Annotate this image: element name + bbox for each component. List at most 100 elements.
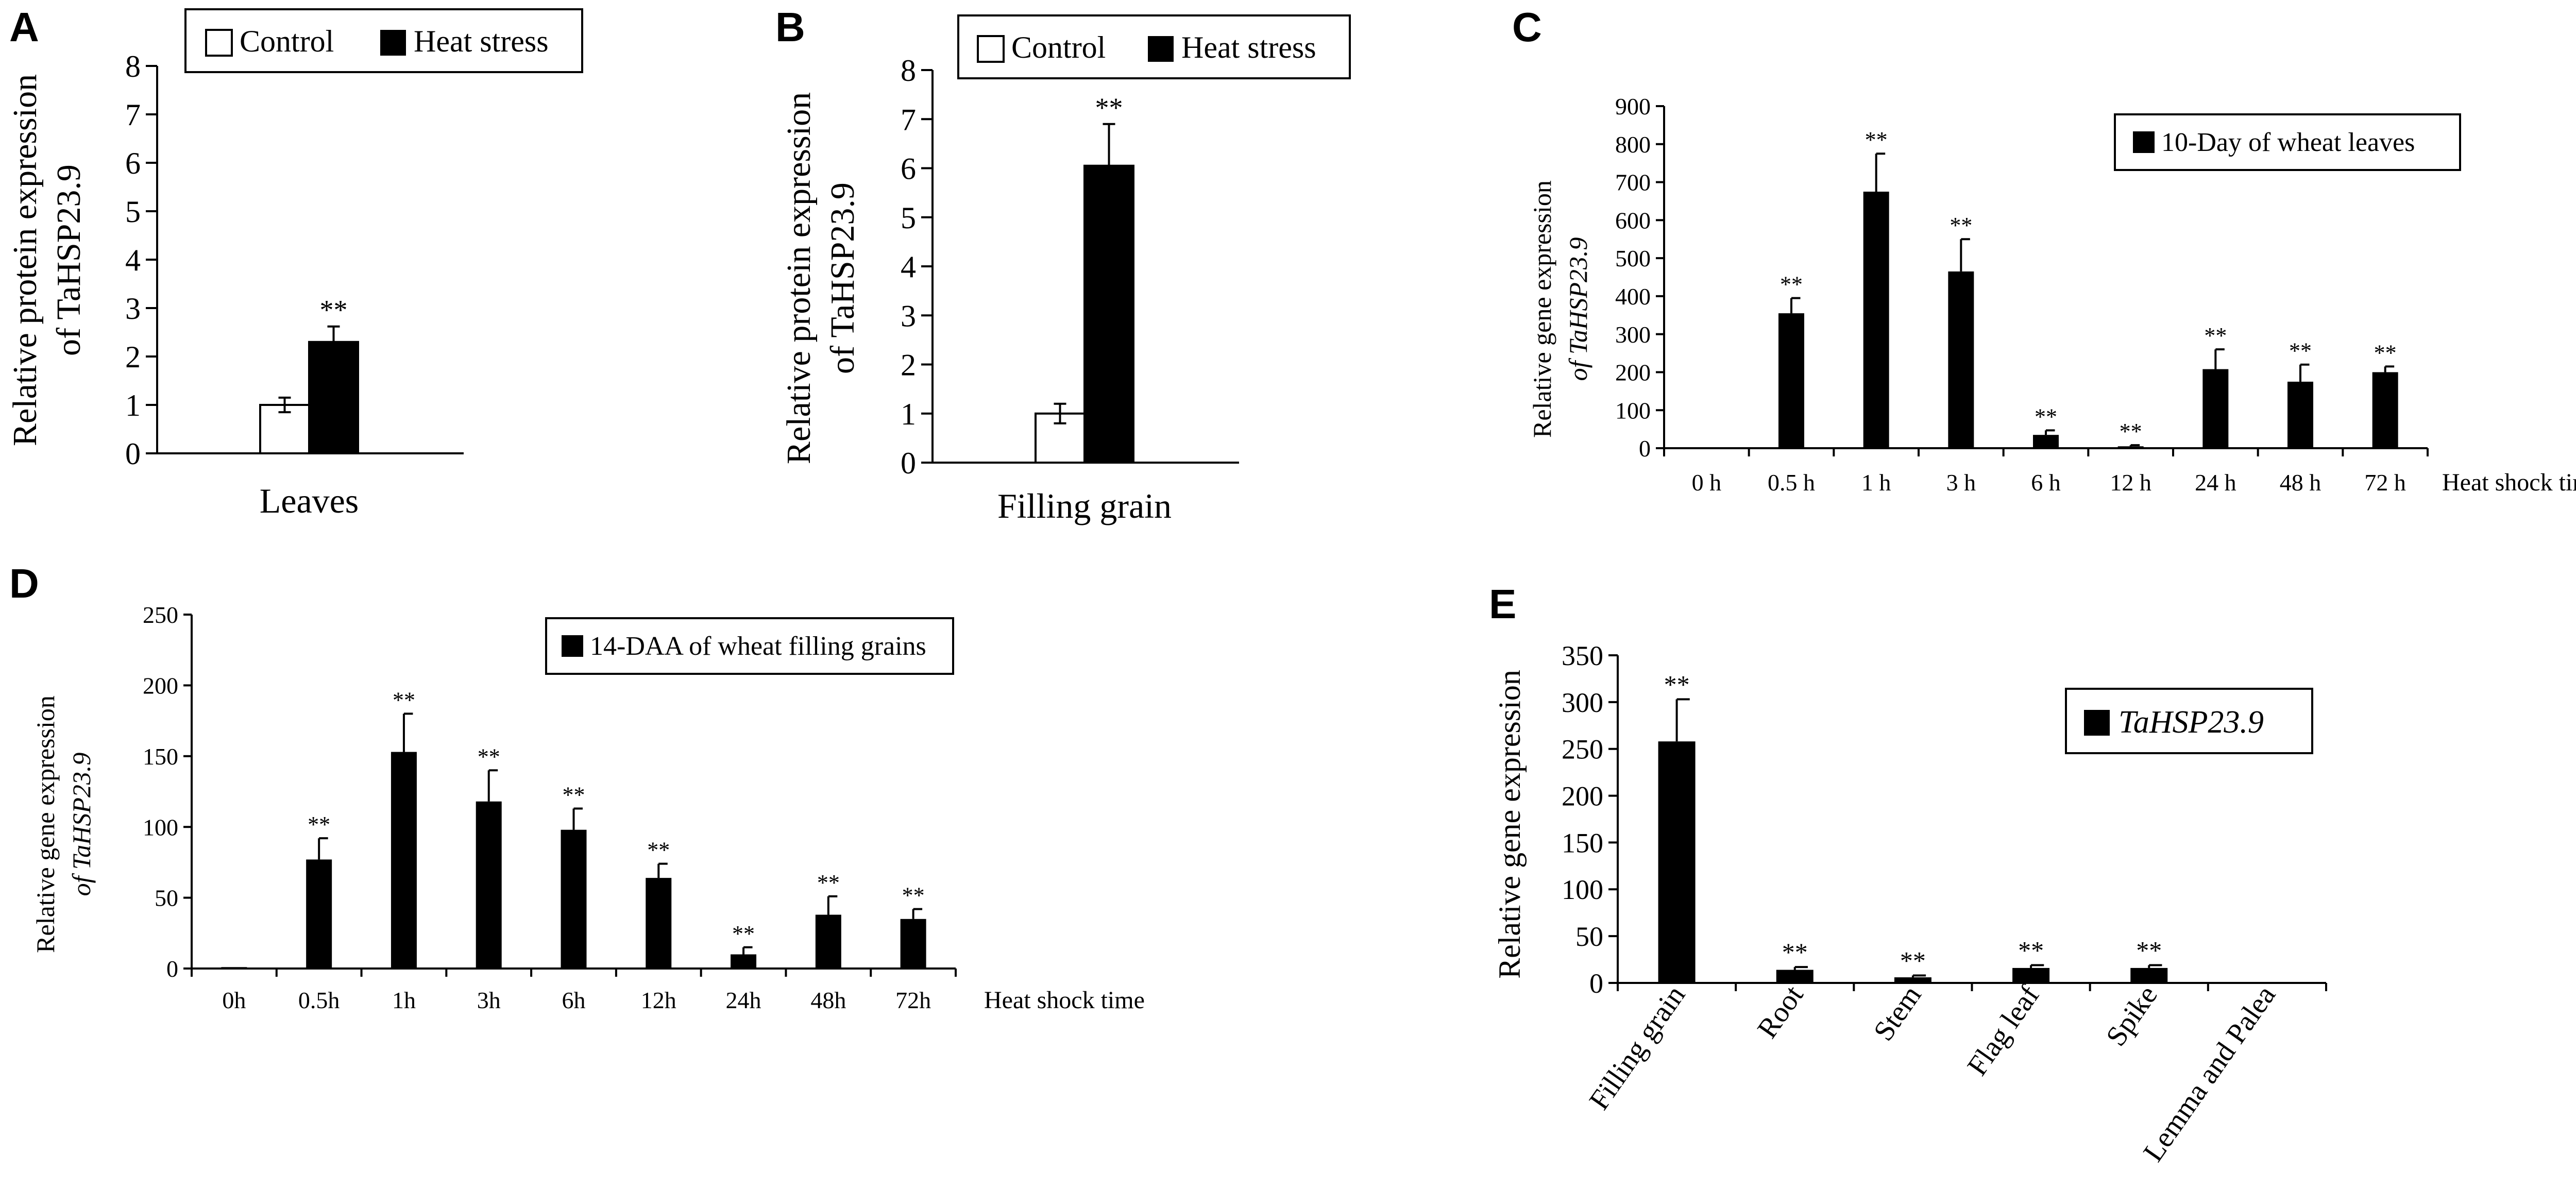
y-tick-label-e: 50 (1575, 921, 1603, 952)
significance-d: ** (902, 883, 925, 908)
y-tick-label-a: 6 (125, 146, 141, 180)
x-tick-label-e: Root (1751, 980, 1810, 1044)
legend-label-tahsp23-9: TaHSP23.9 (2119, 705, 2264, 740)
bar-d-2 (391, 752, 417, 969)
y-axis-label-c-line1: Relative gene expression (1528, 180, 1556, 438)
significance-e: ** (2018, 936, 2044, 964)
y-axis-label-c-line2: of TaHSP23.9 (1564, 237, 1592, 381)
y-tick-label-d: 150 (143, 743, 178, 770)
significance-d: ** (563, 782, 585, 807)
significance-c: ** (1950, 213, 1972, 238)
y-tick-label-a: 5 (125, 195, 141, 229)
legend-swatch-tahsp23-9 (2084, 710, 2110, 736)
bar-c-0 (1693, 448, 1720, 449)
significance-d: ** (647, 838, 670, 863)
panel-b: B Control Heat stress Relative protein e… (775, 4, 1351, 525)
x-tick-label-d: 12h (641, 987, 676, 1013)
y-tick-label-d: 50 (155, 885, 178, 911)
x-tick-label-e: Spike (2100, 980, 2164, 1052)
legend-c: 10-Day of wheat leaves (2114, 113, 2461, 171)
bar-c-1 (1778, 313, 1804, 448)
panel-label-e: E (1489, 581, 1516, 627)
y-axis-label-d-line1: Relative gene expression (31, 695, 60, 953)
x-axis-label-b: Filling grain (997, 486, 1172, 525)
x-tick-label-c: 0.5 h (1768, 469, 1815, 496)
x-tick-label-c: 48 h (2280, 469, 2321, 496)
y-tick-label-e: 0 (1589, 968, 1603, 999)
y-tick-label-b: 3 (901, 299, 916, 333)
legend-swatch-14-daa (562, 635, 583, 657)
y-tick-label-b: 8 (901, 54, 916, 88)
y-tick-label-d: 0 (166, 956, 178, 982)
significance-a: ** (320, 295, 348, 326)
significance-c: ** (2289, 338, 2312, 364)
x-tick-label-c: 12 h (2110, 469, 2151, 496)
legend-e: TaHSP23.9 (2065, 688, 2313, 754)
panel-d: D 14-DAA of wheat filling grains Relativ… (9, 560, 1145, 1014)
y-tick-label-b: 5 (901, 201, 916, 235)
legend-b: Control Heat stress (957, 14, 1351, 79)
x-tick-label-d: 1h (392, 987, 416, 1013)
bar-c-2 (1863, 192, 1889, 448)
x-tick-label-e: Flag leaf (1961, 980, 2046, 1082)
panel-a: A Control Heat stress Relative protein e… (6, 4, 583, 520)
significance-d: ** (817, 870, 840, 895)
significance-e: ** (1664, 670, 1690, 699)
significance-b: ** (1095, 92, 1123, 123)
y-tick-label-c: 400 (1615, 283, 1651, 310)
y-tick-label-c: 300 (1615, 321, 1651, 348)
y-tick-label-e: 200 (1562, 780, 1603, 811)
significance-c: ** (1780, 272, 1803, 297)
bar-d-5 (646, 878, 672, 969)
bar-c-5 (2117, 446, 2144, 448)
legend-swatch-heat-stress (1148, 36, 1174, 62)
significance-c: ** (1865, 127, 1888, 152)
x-tick-label-c: 24 h (2195, 469, 2236, 496)
panel-e: E TaHSP23.9 Relative gene expression 0 50… (1489, 581, 2327, 1167)
x-tick-label-e: Stem (1868, 980, 1928, 1047)
y-tick-label-d: 250 (143, 602, 178, 628)
significance-d: ** (732, 921, 755, 946)
y-tick-label-b: 6 (901, 152, 916, 186)
y-axis-label-b-line2: of TaHSP23.9 (824, 182, 861, 374)
y-tick-label-b: 2 (901, 348, 916, 382)
y-tick-label-a: 3 (125, 292, 141, 326)
bar-d-3 (476, 801, 502, 969)
x-axis-label-a: Leaves (260, 481, 359, 520)
legend-label-control: Control (240, 24, 334, 58)
bar-c-3 (1948, 271, 1974, 448)
y-axis-label-a-line2: of TaHSP23.9 (50, 164, 88, 356)
significance-c: ** (2035, 404, 2057, 429)
x-tick-label-e: Lemma and Palea (2137, 980, 2282, 1167)
x-axis-label-c: Heat shock time (2442, 469, 2576, 496)
bar-d-6 (731, 954, 757, 969)
legend-label-14-daa: 14-DAA of wheat filling grains (590, 632, 926, 661)
y-tick-label-a: 2 (125, 340, 141, 374)
y-tick-label-c: 100 (1615, 397, 1651, 423)
y-tick-label-c: 200 (1615, 360, 1651, 386)
x-tick-label-d: 3h (477, 987, 501, 1013)
x-tick-label-d: 0.5h (298, 987, 340, 1013)
y-tick-label-c: 0 (1639, 435, 1651, 462)
x-tick-label-c: 72 h (2364, 469, 2406, 496)
significance-c: ** (2204, 323, 2227, 348)
bar-c-7 (2287, 381, 2313, 448)
legend-swatch-10-day (2133, 131, 2155, 153)
y-tick-label-a: 4 (125, 243, 141, 277)
bar-d-0 (221, 967, 247, 969)
significance-d: ** (393, 687, 415, 712)
significance-c: ** (2374, 340, 2397, 365)
significance-d: ** (478, 744, 500, 769)
bar-e-2 (1894, 977, 1931, 983)
legend-label-heat-stress: Heat stress (1181, 30, 1316, 64)
bar-c-8 (2372, 372, 2398, 448)
y-tick-label-b: 1 (901, 397, 916, 431)
panel-label-b: B (775, 4, 805, 50)
significance-d: ** (308, 812, 330, 837)
panel-c: C 10-Day of wheat leaves Relative gene e… (1512, 4, 2576, 496)
bar-a-heat-stress (308, 341, 359, 454)
bar-d-7 (815, 914, 841, 969)
y-tick-label-a: 1 (125, 388, 141, 422)
x-axis-label-d: Heat shock time (984, 987, 1145, 1014)
